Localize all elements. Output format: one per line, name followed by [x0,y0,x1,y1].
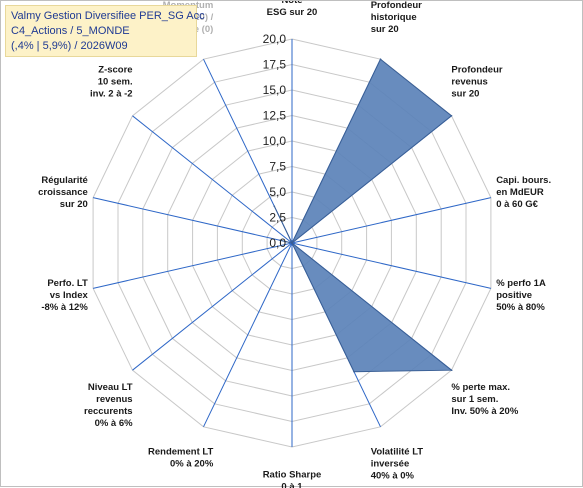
axis-label-5: % perte max. sur 1 sem. Inv. 50% à 20% [451,382,518,417]
axis-label-12: Z-score 10 sem. inv. 2 à -2 [90,65,133,100]
fund-name: Valmy Gestion Diversifiee PER_SG Acc [11,10,205,22]
data-point-5 [450,369,453,372]
axis-label-0: NoteESG sur 20 [267,1,318,18]
series-area [273,58,453,373]
tick-label-3: 7,5 [269,160,286,174]
tick-label-4: 10,0 [263,134,287,148]
data-point-13 [273,205,276,207]
fund-category: C4_Actions / 5_MONDE [11,25,130,37]
fund-stats: (,4% | 5,9%) / 2026W09 [11,40,128,52]
axis-label-10: Perfo. LT vs Index -8% à 12% [41,278,88,313]
data-point-12 [291,242,293,244]
axis-label-1: Profondeur historique sur 20 [371,1,422,35]
tick-label-1: 2,5 [269,211,286,225]
data-point-1 [379,58,382,60]
axis-label-6: Volatilité LT inversée 40% à 0% [371,446,424,481]
data-point-11 [279,239,281,242]
axis-label-7: Ratio Sharpe 0 à 1 [263,469,322,488]
axis-label-8: Rendement LT 0% à 20% [148,446,214,469]
tick-label-2: 5,0 [269,185,286,199]
axis-label-11: Régularité croissance sur 20 [38,175,88,210]
spoke-4 [291,242,492,289]
radar-tick-labels: 0,0 2,5 5,0 7,5 10,0 12,5 15,0 17,5 20,0 [263,32,287,250]
tick-label-0: 0,0 [269,236,286,250]
axis-label-2: Profondeur revenus sur 20 [451,65,502,100]
spoke-12 [132,115,293,244]
data-point-6 [353,370,355,373]
spoke-9 [132,242,293,371]
axis-label-3: Capi. bours. en MdEUR 0 à 60 G€ [496,175,551,210]
axis-label-4: % perfo 1A positive 50% à 80% [496,278,546,313]
spoke-3 [291,197,492,244]
tick-label-5: 12,5 [263,109,287,123]
tick-label-7: 17,5 [263,58,287,72]
tick-label-8: 20,0 [263,32,287,46]
chart-title-box: Valmy Gestion Diversifiee PER_SG Acc C4_… [5,5,205,57]
spoke-11 [92,197,293,244]
axis-label-9: Niveau LT revenus reccurents 0% à 6% [84,382,133,429]
spoke-8 [203,242,293,428]
data-point-2 [450,115,453,117]
radar-series [273,58,453,373]
tick-label-6: 15,0 [263,83,287,97]
spoke-10 [92,242,293,289]
